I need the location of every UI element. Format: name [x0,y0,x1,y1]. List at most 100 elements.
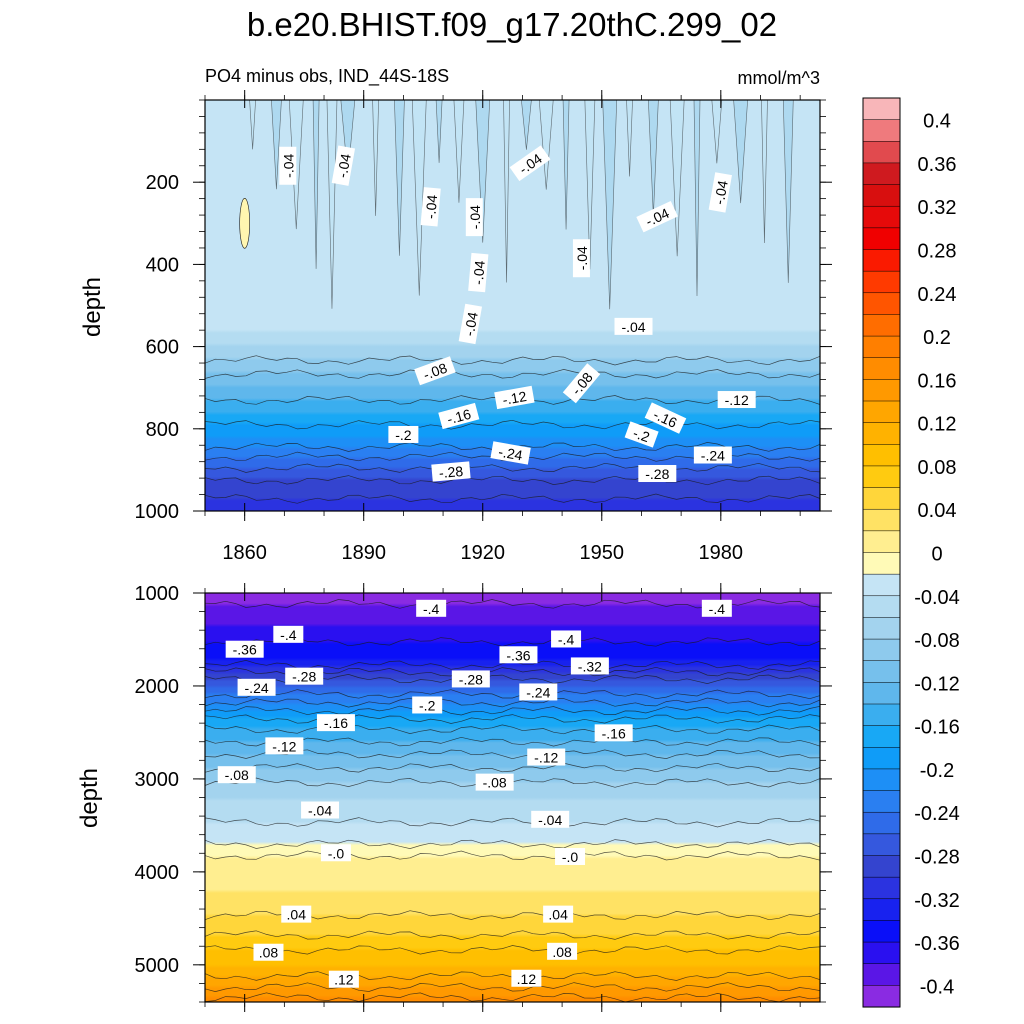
contour-label-box [273,625,304,643]
contour-label-box [636,200,678,233]
colorbar-label: -0.04 [914,587,960,609]
contour-label-text: -.32 [578,658,602,674]
chart-title: b.e20.BHIST.f09_g17.20thC.299_02 [247,6,777,43]
colorbar-bin [862,530,901,554]
contour-line [204,475,821,486]
contour-label-text: -.04 [422,194,440,220]
contour-label: -.24 [693,446,732,464]
contour-label-text: -.04 [470,260,488,286]
colorbar-label: -0.28 [914,847,960,869]
contour-label: -.16 [316,714,355,732]
contour-label-box [237,678,276,696]
colorbar-bin [862,119,901,142]
contour-label-box [281,905,312,923]
contour-label-box [594,724,633,742]
contour-label-box [414,356,456,386]
colorbar-bin [862,227,901,251]
contour-label-text: -.16 [445,406,473,428]
colorbar-bin [862,876,901,900]
contour-label-box [531,810,570,828]
colorbar-bin [862,141,901,164]
contour-label: -.04 [458,303,483,345]
upper-ylabel: depth [79,277,106,337]
contour-label-box [458,303,483,345]
colorbar-bin [862,617,901,640]
colorbar-label: 0.36 [918,154,957,176]
streak-contour [411,99,427,296]
contour-label: -.16 [594,724,633,742]
contour-label-text: .04 [548,907,568,923]
contour-label: .12 [328,970,359,988]
contour-label-text: -.2 [631,425,652,446]
contour-label-text: -.28 [438,463,464,481]
contour-label-box [225,640,264,658]
colorbar-bin [862,97,901,121]
contour-label-box [509,145,551,182]
contour-label: -.4 [701,599,732,617]
contour-label-box [572,239,590,278]
streak-contour [538,99,554,190]
streak-contour [733,99,748,204]
contour-line [204,817,821,828]
contour-label-text: -.28 [645,466,669,482]
contour-label: -.28 [638,465,677,483]
streak-contour [394,99,405,256]
contour-label-box [388,425,419,443]
y-tick-label: 3000 [135,769,180,791]
contour-label-box [451,670,490,688]
contour-label-box [320,844,351,862]
contour-label-text: -.36 [233,642,257,658]
contour-label: -.36 [499,646,538,664]
colorbar-bin [862,898,901,921]
contour-label: -.4 [551,630,582,648]
colorbar-label: -0.08 [914,630,960,652]
contour-label: -.04 [614,317,653,335]
colorbar-bin [862,487,901,510]
colorbar-bin [862,811,901,835]
contour-label-box [614,317,653,335]
streak-contour [271,99,282,190]
contour-line [204,749,821,760]
contour-label: .04 [543,905,574,923]
colorbar-bin [862,335,901,359]
colorbar-label: 0.24 [918,284,957,306]
contour-label: -.04 [531,810,570,828]
colorbar-label: -0.2 [920,760,954,782]
contour-label-text: -.08 [421,360,449,383]
y-tick-label: 1000 [135,583,180,605]
contour-label-text: -.12 [272,738,296,754]
contour-label: -.2 [388,425,419,443]
upper-panel: 1860 1890 1920 1950 1980 200 400 600 800 1000 -.04… [135,90,832,564]
colorbar-frame [862,97,901,1008]
colorbar-bin [862,162,901,186]
contour-label-box [511,969,542,987]
contour-label-text: -.24 [701,448,725,464]
colorbar-label: 0.2 [923,327,951,349]
colorbar-bin [862,465,901,489]
contour-label-text: -.08 [483,775,507,791]
contour-line [204,982,821,992]
contour-label-box [475,773,514,791]
colorbar-bin [862,595,901,618]
contour-label-box [490,441,531,465]
colorbar-label: -0.24 [914,803,960,825]
colorbar-label: -0.16 [914,717,960,739]
streak-contour [249,99,256,150]
contour-label-box [438,402,480,430]
contour-label-text: -.28 [459,671,483,687]
colorbar-bin [862,790,901,813]
contour-label-text: -.04 [334,152,354,179]
contour-label-box [465,198,483,237]
colorbar-bin [862,357,901,380]
streak-contour [711,99,723,164]
contour-label-box [555,847,586,865]
colorbar-bin [862,184,901,207]
colorbar-bin [862,941,901,965]
colorbar-bin [862,573,901,597]
colorbar-label: -0.12 [914,673,960,695]
contour-label-text: -.04 [538,812,562,828]
contour-line [204,697,821,708]
colorbar-bin [862,985,901,1008]
contour-label-text: -.12 [501,388,528,408]
contour-label-text: -.04 [461,311,481,338]
